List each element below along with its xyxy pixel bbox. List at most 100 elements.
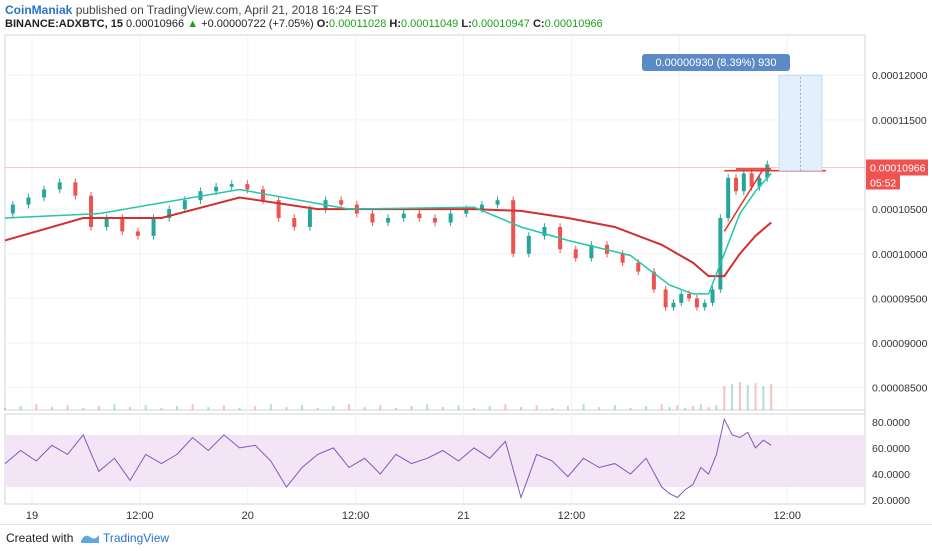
- candle: [710, 286, 715, 307]
- footer-bar: Created with TradingView: [0, 524, 932, 551]
- rsi-tick-label: 60.0000: [872, 443, 910, 455]
- x-tick-label: 12:00: [773, 510, 801, 522]
- candle: [495, 196, 500, 209]
- candle-body: [694, 298, 699, 308]
- candle-body: [26, 197, 31, 205]
- candle: [694, 295, 699, 311]
- candle: [663, 286, 668, 311]
- candle-body: [73, 182, 78, 196]
- candle: [433, 214, 437, 227]
- tradingview-brand-link[interactable]: TradingView: [103, 531, 170, 545]
- tradingview-logo-icon[interactable]: [80, 531, 100, 545]
- volume-bar: [441, 407, 444, 410]
- volume-bar: [144, 405, 147, 410]
- price-chart[interactable]: 0.00000930 (8.39%) 930 19 12:00 20 12:00 21 1…: [0, 0, 932, 524]
- volume-bar: [731, 384, 734, 410]
- volume-bar: [410, 406, 413, 410]
- candle: [734, 173, 738, 196]
- volume-bar: [668, 407, 671, 410]
- candle: [26, 193, 31, 209]
- volume-bar: [504, 404, 507, 410]
- y-tick-label: 0.00008500: [872, 383, 928, 395]
- chart-axes: 19 12:00 20 12:00 21 12:00 22 12:00 0.00012000 0.…: [26, 70, 928, 522]
- moving-average-fast: [4, 172, 772, 295]
- candle-body: [702, 302, 707, 308]
- author-link[interactable]: CoinManiak: [5, 3, 73, 17]
- candle-body: [417, 213, 422, 219]
- volume-bar: [551, 408, 554, 410]
- rsi-tick-label: 20.0000: [872, 495, 910, 507]
- y-tick-label: 0.00011500: [872, 115, 927, 127]
- rsi-tick-label: 80.0000: [872, 417, 910, 429]
- high-value: 0.00011049: [401, 18, 459, 30]
- volume-bar: [160, 408, 163, 410]
- volume-bar: [254, 406, 257, 410]
- candle-body: [276, 200, 281, 219]
- candle-body: [663, 289, 668, 308]
- created-with-text: Created with: [6, 531, 74, 545]
- candle: [401, 209, 406, 222]
- candle-body: [542, 226, 547, 236]
- volume-bar: [692, 406, 694, 410]
- volume-bar: [97, 406, 100, 410]
- volume-bar: [113, 404, 116, 410]
- volume-bar: [394, 408, 397, 410]
- price-change: +0.00000722 (+7.05%): [201, 18, 314, 30]
- volume-bar: [285, 407, 288, 410]
- candle-body: [245, 184, 250, 190]
- candle-body: [448, 213, 453, 223]
- candle: [339, 196, 344, 209]
- candle-body: [734, 177, 738, 192]
- candle: [276, 196, 281, 222]
- candle: [229, 180, 234, 191]
- moving-average-slow: [4, 196, 772, 278]
- candle-body: [339, 200, 344, 205]
- volume-bar: [66, 405, 69, 410]
- volume-bar: [176, 406, 178, 410]
- candle: [671, 299, 676, 311]
- close-value: 0.00010966: [544, 18, 603, 30]
- candle: [542, 223, 547, 240]
- y-tick-label: 0.00009500: [872, 293, 928, 305]
- volume-bar: [82, 408, 85, 410]
- x-tick-label: 21: [457, 510, 469, 522]
- volume-bar: [699, 404, 702, 410]
- chart-series: [4, 160, 772, 500]
- volume-bar: [332, 406, 335, 410]
- low-value: 0.00010947: [471, 18, 530, 30]
- x-tick-label: 12:00: [342, 510, 370, 522]
- candle-body: [167, 209, 172, 219]
- candle: [89, 191, 93, 231]
- candle-body: [726, 177, 731, 219]
- candle-body: [718, 218, 723, 290]
- volume-bar: [379, 405, 382, 410]
- symbol-label[interactable]: BINANCE:ADXBTC, 15: [5, 18, 123, 30]
- volume-bar: [613, 405, 616, 410]
- volume-bar: [316, 408, 319, 410]
- candle: [104, 214, 109, 231]
- x-tick-label: 12:00: [558, 510, 586, 522]
- volume-bar: [129, 407, 132, 410]
- candle-body: [120, 218, 125, 232]
- candle-body: [479, 204, 484, 210]
- candle-body: [370, 213, 375, 223]
- candle-body: [495, 200, 500, 205]
- volume-bar: [4, 408, 6, 410]
- drawing-tools[interactable]: 0.00000930 (8.39%) 930: [5, 54, 865, 232]
- candle: [370, 209, 375, 227]
- volume-bar: [50, 407, 53, 410]
- candle-body: [307, 209, 312, 227]
- volume-bar: [238, 408, 241, 410]
- candle-body: [589, 244, 594, 259]
- y-tick-label: 0.00012000: [872, 70, 928, 82]
- candle-body: [10, 204, 15, 214]
- candle: [526, 232, 531, 258]
- candle: [726, 173, 731, 222]
- candle: [448, 209, 453, 227]
- measure-label: 0.00000930 (8.39%) 930: [655, 57, 776, 69]
- volume-bar: [520, 407, 522, 410]
- candle-body: [182, 200, 187, 210]
- candle-body: [511, 200, 516, 254]
- candle-body: [229, 184, 234, 187]
- volume-bar: [426, 404, 429, 410]
